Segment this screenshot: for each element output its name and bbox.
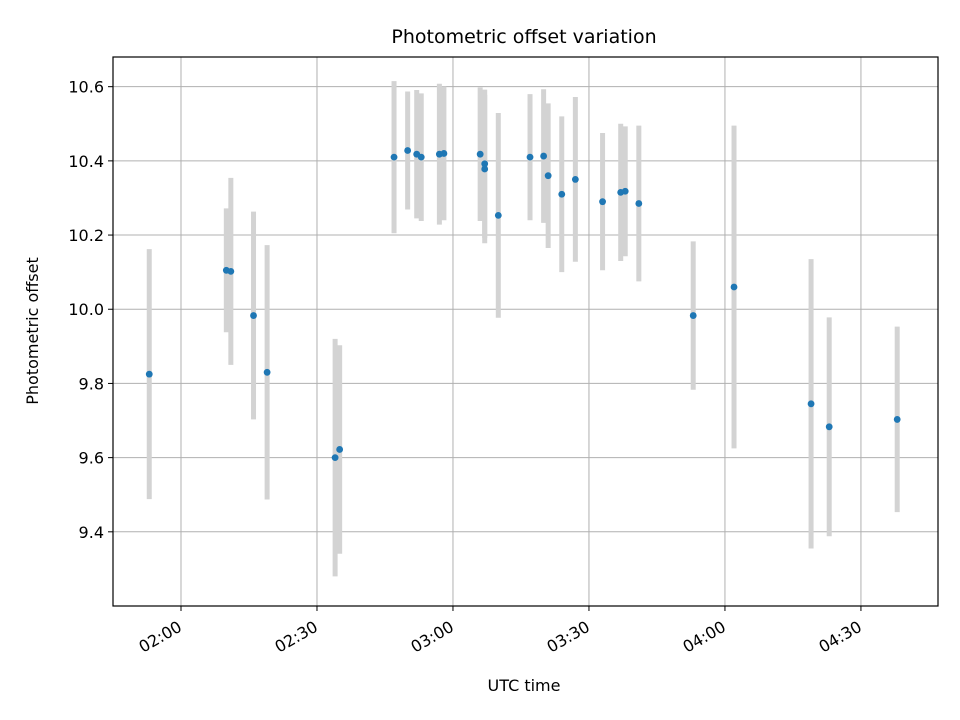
data-point	[476, 150, 484, 158]
data-point	[621, 187, 629, 195]
data-point	[145, 370, 153, 378]
y-axis-ticks: 9.4 9.6 9.8 10.0 10.2 10.4 10.6	[68, 78, 113, 542]
data-point	[635, 200, 643, 207]
data-point	[540, 152, 548, 160]
y-tick-label: 10.2	[68, 226, 104, 245]
x-axis-label: UTC time	[488, 676, 561, 695]
data-point	[893, 416, 901, 423]
y-tick-label: 9.6	[79, 449, 104, 468]
data-point	[825, 423, 833, 431]
data-point	[558, 190, 566, 198]
data-point	[336, 446, 344, 453]
data-point	[250, 312, 257, 319]
y-tick-label: 10.4	[68, 152, 104, 171]
y-tick-label: 10.0	[68, 300, 104, 319]
data-point	[526, 153, 534, 161]
data-point	[404, 147, 412, 154]
data-points	[145, 147, 901, 462]
y-tick-label: 9.8	[79, 374, 104, 393]
data-point	[807, 400, 815, 408]
data-point	[331, 454, 339, 462]
data-point	[440, 150, 448, 157]
chart-title: Photometric offset variation	[391, 26, 656, 48]
data-point	[263, 368, 271, 376]
data-point	[481, 165, 489, 173]
data-point	[390, 153, 398, 161]
data-point	[227, 268, 235, 275]
data-point	[571, 176, 579, 183]
data-point	[544, 172, 552, 180]
data-point	[494, 211, 502, 219]
y-axis-label: Photometric offset	[23, 257, 42, 405]
y-tick-label: 9.4	[79, 523, 104, 542]
data-point	[689, 312, 697, 319]
data-point	[730, 283, 738, 291]
y-tick-label: 10.6	[68, 78, 104, 97]
plot-frame	[112, 56, 939, 607]
data-point	[481, 160, 489, 168]
grid-lines	[113, 57, 938, 606]
data-point	[599, 198, 606, 206]
data-point	[417, 153, 425, 161]
